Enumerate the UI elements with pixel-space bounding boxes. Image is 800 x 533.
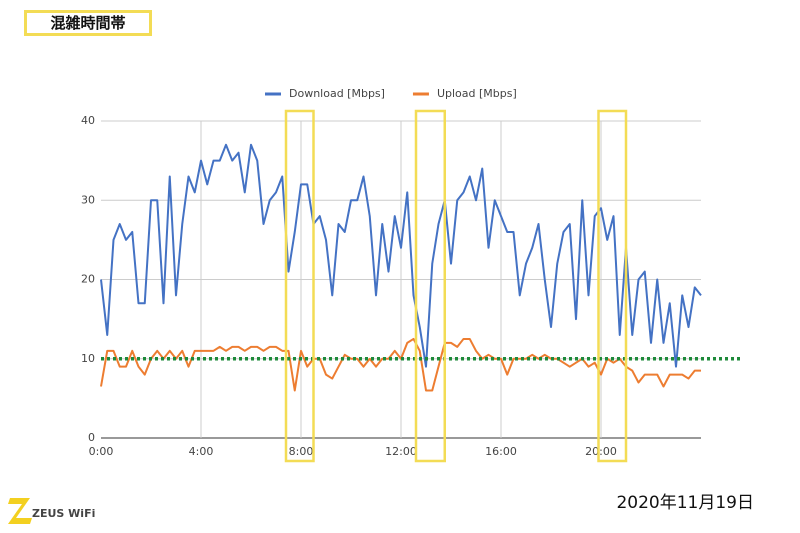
tag-label: 混雑時間帯 <box>24 10 152 36</box>
y-tick-label: 10 <box>81 352 95 365</box>
y-tick-label: 20 <box>81 273 95 286</box>
logo-text: ZEUS WiFi <box>32 507 95 520</box>
y-tick-label: 40 <box>81 114 95 127</box>
x-tick-label: 12:00 <box>385 445 417 458</box>
logo-graphic: ZEUS WiFi <box>8 498 95 524</box>
highlight-box <box>597 109 628 463</box>
legend-label: Upload [Mbps] <box>437 87 517 100</box>
series-line <box>100 143 702 368</box>
x-tick-label: 20:00 <box>585 445 617 458</box>
x-tick-label: 4:00 <box>189 445 214 458</box>
date-label: 2020年11月19日 <box>616 493 754 513</box>
highlight-box <box>414 109 446 463</box>
y-tick-label: 0 <box>88 431 95 444</box>
x-tick-label: 8:00 <box>289 445 314 458</box>
y-tick-label: 30 <box>81 193 95 206</box>
x-tick-label: 16:00 <box>485 445 517 458</box>
x-tick-label: 0:00 <box>89 445 114 458</box>
logo: ZEUS WiFi <box>4 494 114 528</box>
highlight-box <box>284 109 315 463</box>
logo-mark <box>8 498 32 524</box>
legend-label: Download [Mbps] <box>289 87 385 100</box>
